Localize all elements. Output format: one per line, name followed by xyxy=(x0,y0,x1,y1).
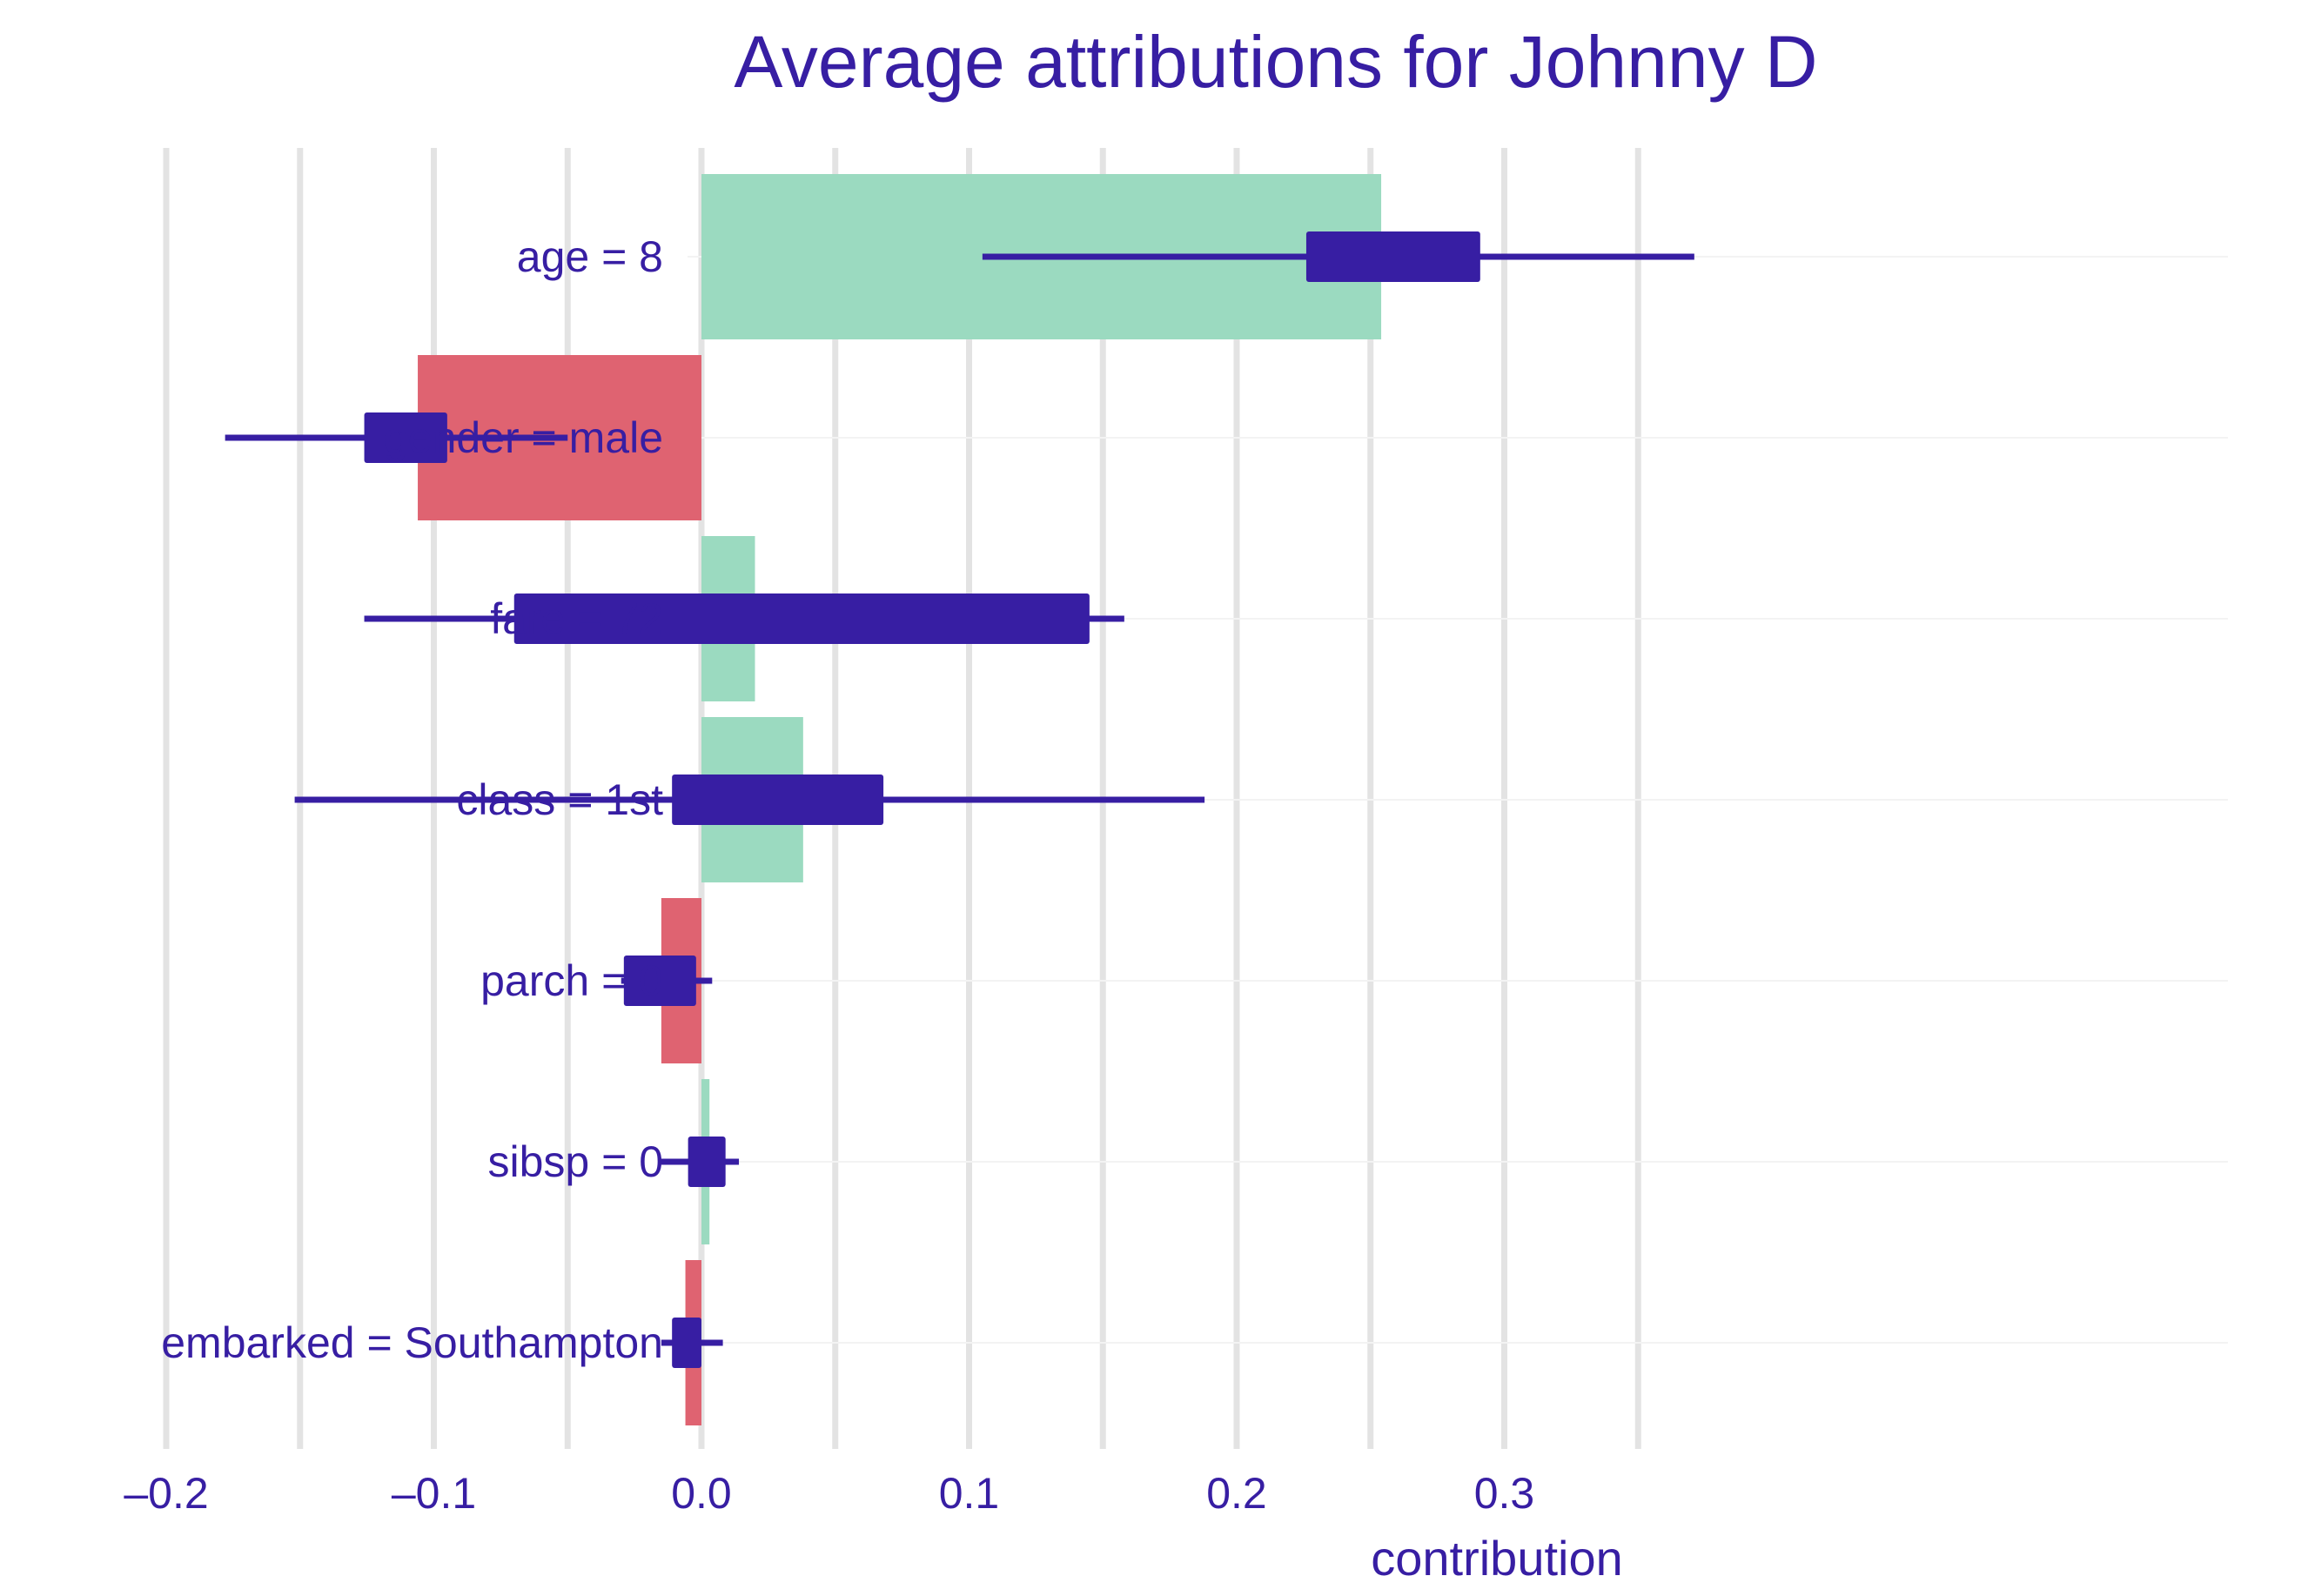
category-label: age = 8 xyxy=(517,232,663,281)
category-labels: age = 8 gender = male fare = 72 class = 1st… xyxy=(161,232,663,1367)
x-tick-label: 0.1 xyxy=(939,1469,1000,1518)
category-label: class = 1st xyxy=(456,775,663,824)
boxplots xyxy=(225,231,1694,1368)
boxplot-box xyxy=(623,956,696,1006)
x-tick-label: 0.0 xyxy=(671,1469,732,1518)
boxplot-box xyxy=(364,412,447,463)
boxplot-box xyxy=(672,775,884,825)
boxplot-box xyxy=(513,593,1090,644)
category-label: gender = male xyxy=(384,413,663,462)
x-tick-label: 0.2 xyxy=(1206,1469,1267,1518)
x-tick-label: 0.3 xyxy=(1474,1469,1535,1518)
boxplot-box xyxy=(672,1318,701,1368)
category-label: fare = 72 xyxy=(490,594,663,643)
x-tick-label: –0.1 xyxy=(392,1469,476,1518)
boxplot-box xyxy=(688,1137,726,1187)
chart-title: Average attributions for Johnny D xyxy=(734,21,1817,103)
category-label: embarked = Southampton xyxy=(161,1318,663,1367)
x-axis-title: contribution xyxy=(1371,1531,1623,1586)
category-label: parch = 0 xyxy=(480,956,663,1005)
category-label: sibsp = 0 xyxy=(487,1137,663,1186)
boxplot-box xyxy=(1305,231,1480,282)
x-axis-ticks: –0.2 –0.1 0.0 0.1 0.2 0.3 xyxy=(124,1469,1534,1518)
x-tick-label: –0.2 xyxy=(124,1469,208,1518)
